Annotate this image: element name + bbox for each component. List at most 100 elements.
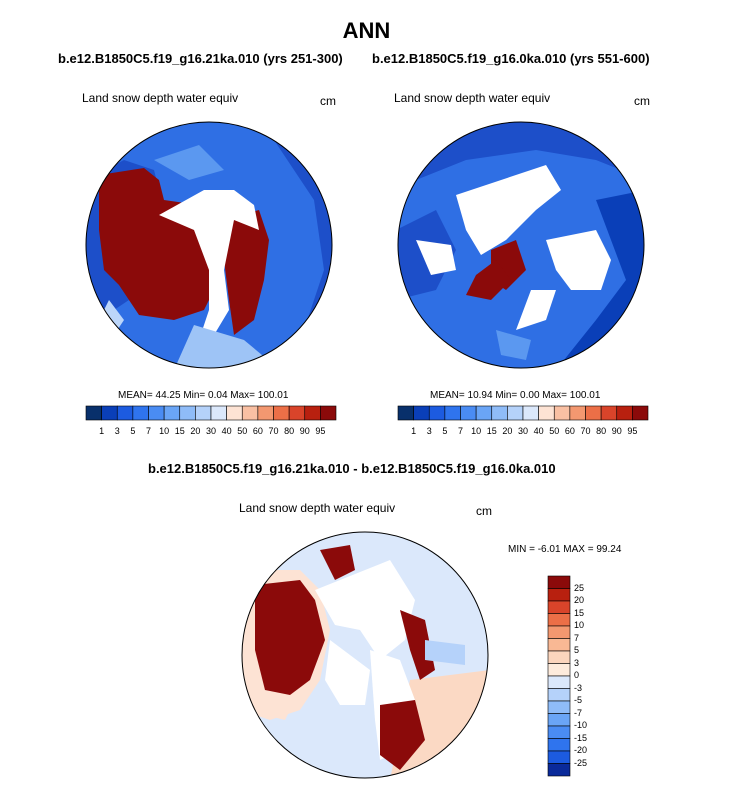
panel1-polar-map [85, 121, 333, 369]
panel2-colorbar-box [553, 405, 571, 421]
panel1-colorbar-box [273, 405, 290, 421]
panel2-colorbar-box [538, 405, 555, 421]
panel1-stats: MEAN= 44.25 Min= 0.04 Max= 100.01 [118, 390, 289, 401]
panel1-colorbar-tick-label: 1 [99, 426, 105, 436]
panel2-colorbar-tick-label: 70 [580, 426, 591, 436]
panel1-colorbar-box [304, 405, 321, 421]
panel2-stats: MEAN= 10.94 Min= 0.00 Max= 100.01 [430, 390, 601, 401]
diff-colorbar-box [547, 675, 571, 689]
panel2-subtitle: b.e12.B1850C5.f19_g16.0ka.010 (yrs 551-6… [372, 51, 650, 66]
panel2-units: cm [634, 94, 650, 108]
panel1-colorbar-tick-label: 70 [268, 426, 279, 436]
panel2-colorbar-tick-label: 3 [426, 426, 432, 436]
panel2-colorbar-tick-label: 7 [457, 426, 463, 436]
panel2-colorbar-tick-label: 5 [442, 426, 448, 436]
diff-colorbar-box [547, 725, 571, 739]
diff-colorbar-tick-label: 5 [574, 645, 580, 655]
diff-colorbar-tick-label: 3 [574, 657, 580, 668]
panel1-colorbar-tick-label: 40 [221, 426, 232, 436]
panel1-colorbar-box [288, 405, 306, 421]
panel1-colorbar-box [241, 405, 259, 421]
panel2-colorbar-box [460, 405, 477, 421]
diff-colorbar-box [547, 738, 571, 752]
diff-stats: MIN = -6.01 MAX = 99.24 [508, 544, 622, 555]
panel1-variable: Land snow depth water equiv [82, 91, 239, 105]
diff-colorbar-tick-label: -5 [574, 695, 583, 705]
diff-polar-map [241, 531, 489, 779]
panel2-colorbar-box [475, 405, 493, 421]
panel2-colorbar-tick-label: 80 [596, 426, 607, 436]
panel1-colorbar-ticks: 1 3 5 7 10 15 20 30 40 50 60 70 80 90 95 [86, 426, 336, 438]
panel1-units: cm [320, 94, 336, 108]
diff-colorbar-box [547, 688, 571, 702]
diff-colorbar-box [547, 713, 571, 727]
diff-colorbar-box [547, 650, 571, 664]
diff-colorbar-box [547, 663, 571, 677]
panel1-colorbar-box [101, 405, 118, 421]
panel1-colorbar-tick-label: 3 [114, 426, 120, 436]
panel2-colorbar-ticks: 1 3 5 7 10 15 20 30 40 50 60 70 80 90 95 [398, 426, 648, 438]
panel1-colorbar-box [116, 405, 134, 421]
panel1-colorbar-box [210, 405, 227, 421]
diff-colorbar-tick-label: 20 [574, 595, 585, 605]
diff-subtitle: b.e12.B1850C5.f19_g16.21ka.010 - b.e12.B… [148, 461, 556, 476]
panel2-colorbar-box [507, 405, 524, 421]
panel2-colorbar-box [397, 405, 414, 421]
panel1-colorbar-tick-label: 30 [205, 426, 216, 436]
panel1-colorbar-tick-label: 95 [315, 426, 326, 436]
panel1-colorbar-box [163, 405, 181, 421]
diff-colorbar-box [547, 613, 571, 627]
panel2-colorbar-tick-label: 10 [471, 426, 482, 436]
panel1-colorbar-box [132, 405, 149, 421]
panel1-subtitle: b.e12.B1850C5.f19_g16.21ka.010 (yrs 251-… [58, 51, 343, 66]
diff-colorbar-tick-label: -25 [574, 757, 588, 768]
diff-colorbar-tick-label: -3 [574, 682, 583, 693]
panel1-colorbar-tick-label: 5 [130, 426, 136, 436]
figure-title: ANN [342, 18, 391, 43]
diff-colorbar-box [547, 575, 571, 589]
panel1-colorbar-tick-label: 80 [284, 426, 295, 436]
diff-colorbar-box [547, 600, 571, 614]
panel1-colorbar-box [179, 405, 196, 421]
panel1-colorbar-tick-label: 15 [174, 426, 185, 436]
diff-colorbar-box [547, 700, 571, 714]
diff-colorbar-tick-label: 15 [574, 607, 585, 618]
panel1-colorbar-box [226, 405, 243, 421]
panel2-colorbar-box [632, 405, 649, 421]
diff-colorbar-tick-label: -15 [574, 732, 588, 743]
panel2-colorbar-box [413, 405, 430, 421]
panel1-colorbar-box [195, 405, 212, 421]
diff-colorbar-box [547, 625, 571, 639]
panel2-colorbar-box [491, 405, 508, 421]
diff-colorbar-box [547, 638, 571, 652]
panel2-colorbar-box [616, 405, 633, 421]
diff-colorbar-box [547, 750, 571, 764]
panel1-colorbar-tick-label: 90 [299, 426, 310, 436]
panel2-variable: Land snow depth water equiv [394, 91, 551, 105]
panel1-colorbar-tick-label: 50 [237, 426, 248, 436]
diff-colorbar-box [547, 588, 571, 602]
panel1-colorbar-tick-label: 20 [190, 426, 201, 436]
panel1-colorbar [85, 405, 337, 421]
panel1-colorbar-box [148, 405, 165, 421]
panel2-colorbar-tick-label: 20 [502, 426, 513, 436]
diff-units: cm [476, 504, 492, 518]
panel2-polar-map [397, 121, 645, 369]
diff-colorbar-tick-label: -7 [574, 707, 583, 718]
panel2-colorbar-tick-label: 15 [486, 426, 497, 436]
panel1-colorbar-box [257, 405, 274, 421]
panel2-colorbar-tick-label: 60 [564, 426, 575, 436]
panel2-colorbar-box [600, 405, 618, 421]
panel2-colorbar-tick-label: 95 [627, 426, 638, 436]
panel2-colorbar-box [585, 405, 602, 421]
panel1-colorbar-tick-label: 7 [145, 426, 151, 436]
diff-colorbar-tick-label: 0 [574, 670, 580, 680]
diff-colorbar-box [547, 763, 571, 777]
diff-colorbar-tick-label: 10 [574, 620, 585, 630]
panel2-colorbar-tick-label: 1 [411, 426, 417, 436]
diff-colorbar-tick-label: -20 [574, 745, 588, 755]
panel2-colorbar-tick-label: 40 [533, 426, 544, 436]
panel1-colorbar-tick-label: 60 [252, 426, 263, 436]
panel2-colorbar-tick-label: 90 [611, 426, 622, 436]
panel2-colorbar-tick-label: 50 [549, 426, 560, 436]
